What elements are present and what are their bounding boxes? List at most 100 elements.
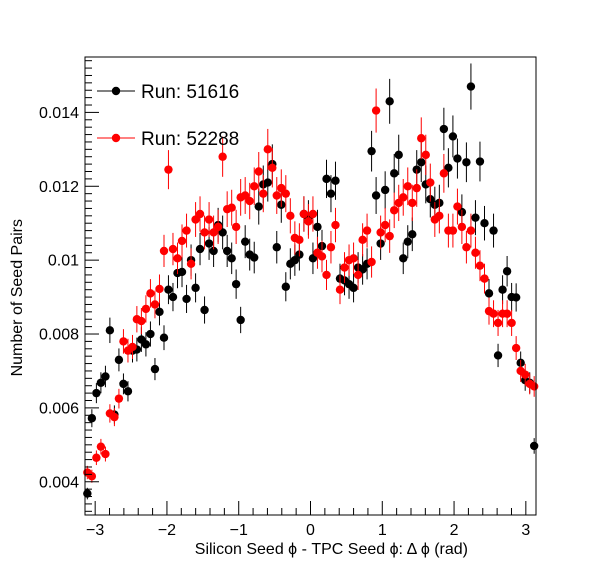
data-point xyxy=(331,220,340,230)
data-point xyxy=(426,178,435,187)
data-point xyxy=(173,254,182,263)
series-1-points xyxy=(83,63,539,500)
data-point xyxy=(263,178,272,187)
data-point xyxy=(195,209,205,219)
data-point xyxy=(493,318,503,328)
data-point xyxy=(96,442,106,451)
data-point xyxy=(204,215,214,224)
data-point xyxy=(421,150,430,160)
data-point xyxy=(399,254,408,263)
data-point xyxy=(457,222,467,232)
data-point xyxy=(218,152,227,161)
data-point xyxy=(317,252,327,261)
data-point xyxy=(105,326,115,335)
data-point xyxy=(462,243,471,252)
x-tick-label: −3 xyxy=(86,522,104,539)
data-point xyxy=(209,228,218,237)
data-point xyxy=(119,379,128,389)
data-point xyxy=(502,267,512,276)
x-tick-label: −2 xyxy=(158,522,176,539)
data-point xyxy=(277,183,286,193)
x-tick-label: 2 xyxy=(450,522,459,539)
data-point xyxy=(195,244,205,254)
data-point xyxy=(119,337,128,346)
data-point xyxy=(466,226,476,235)
data-point xyxy=(498,285,507,294)
data-point xyxy=(475,157,485,166)
data-point xyxy=(385,231,394,241)
data-point xyxy=(444,163,453,173)
y-tick-label: 0.01 xyxy=(48,253,79,270)
data-point xyxy=(155,284,164,294)
data-point xyxy=(272,191,281,200)
data-point xyxy=(168,292,178,302)
data-point xyxy=(367,257,376,267)
data-point xyxy=(394,198,403,208)
data-point xyxy=(412,183,421,193)
data-point xyxy=(146,329,155,339)
data-point xyxy=(313,222,322,232)
data-point xyxy=(389,206,399,215)
data-point xyxy=(371,191,381,200)
data-point xyxy=(439,124,449,134)
data-point xyxy=(218,228,227,237)
data-point xyxy=(114,355,124,365)
data-point xyxy=(128,342,137,352)
data-point xyxy=(101,372,110,381)
data-point xyxy=(182,294,191,304)
data-point xyxy=(150,300,160,309)
data-point xyxy=(200,305,209,315)
data-point xyxy=(507,318,516,328)
data-point xyxy=(110,412,119,422)
data-point xyxy=(480,219,489,228)
data-point xyxy=(182,226,191,235)
data-point xyxy=(322,270,331,280)
data-point xyxy=(462,158,471,167)
data-point xyxy=(417,134,426,143)
data-point xyxy=(448,132,458,141)
data-point xyxy=(349,283,358,293)
data-point xyxy=(209,246,218,256)
legend-marker-series-2 xyxy=(111,133,121,143)
data-point xyxy=(236,315,245,325)
data-point xyxy=(290,255,300,265)
data-point xyxy=(308,254,318,263)
data-point xyxy=(493,351,503,360)
x-tick-label: 1 xyxy=(378,522,387,539)
data-point xyxy=(114,394,124,403)
data-point xyxy=(529,382,539,391)
data-point xyxy=(159,246,169,256)
data-point xyxy=(231,222,241,232)
data-point xyxy=(164,285,173,294)
data-point xyxy=(268,163,277,173)
data-point xyxy=(299,209,309,219)
data-point xyxy=(358,235,367,245)
data-point xyxy=(480,274,489,283)
data-point xyxy=(453,154,462,163)
data-points-layer xyxy=(83,63,539,500)
data-point xyxy=(308,209,318,219)
data-point xyxy=(87,472,97,481)
y-tick-label: 0.008 xyxy=(39,327,79,344)
data-point xyxy=(168,244,178,254)
y-tick-label: 0.014 xyxy=(39,105,79,122)
data-point xyxy=(227,254,236,263)
data-point xyxy=(376,228,385,237)
plot-frame xyxy=(84,56,537,516)
data-point xyxy=(146,289,155,298)
data-point xyxy=(96,378,106,387)
axes-layer: −3 −2 −1 0 1 2 3 0.004 0.006 0.008 0.01 0.012 0.014 xyxy=(39,60,530,539)
data-point xyxy=(177,267,187,277)
data-point xyxy=(222,246,232,256)
data-point xyxy=(213,222,223,232)
data-point xyxy=(529,441,539,451)
data-point xyxy=(123,387,133,396)
data-point xyxy=(385,97,394,106)
data-point xyxy=(362,226,372,235)
data-point xyxy=(520,370,530,379)
data-point xyxy=(263,145,272,154)
data-point xyxy=(227,203,236,212)
data-point xyxy=(353,270,363,280)
data-point xyxy=(399,193,408,202)
